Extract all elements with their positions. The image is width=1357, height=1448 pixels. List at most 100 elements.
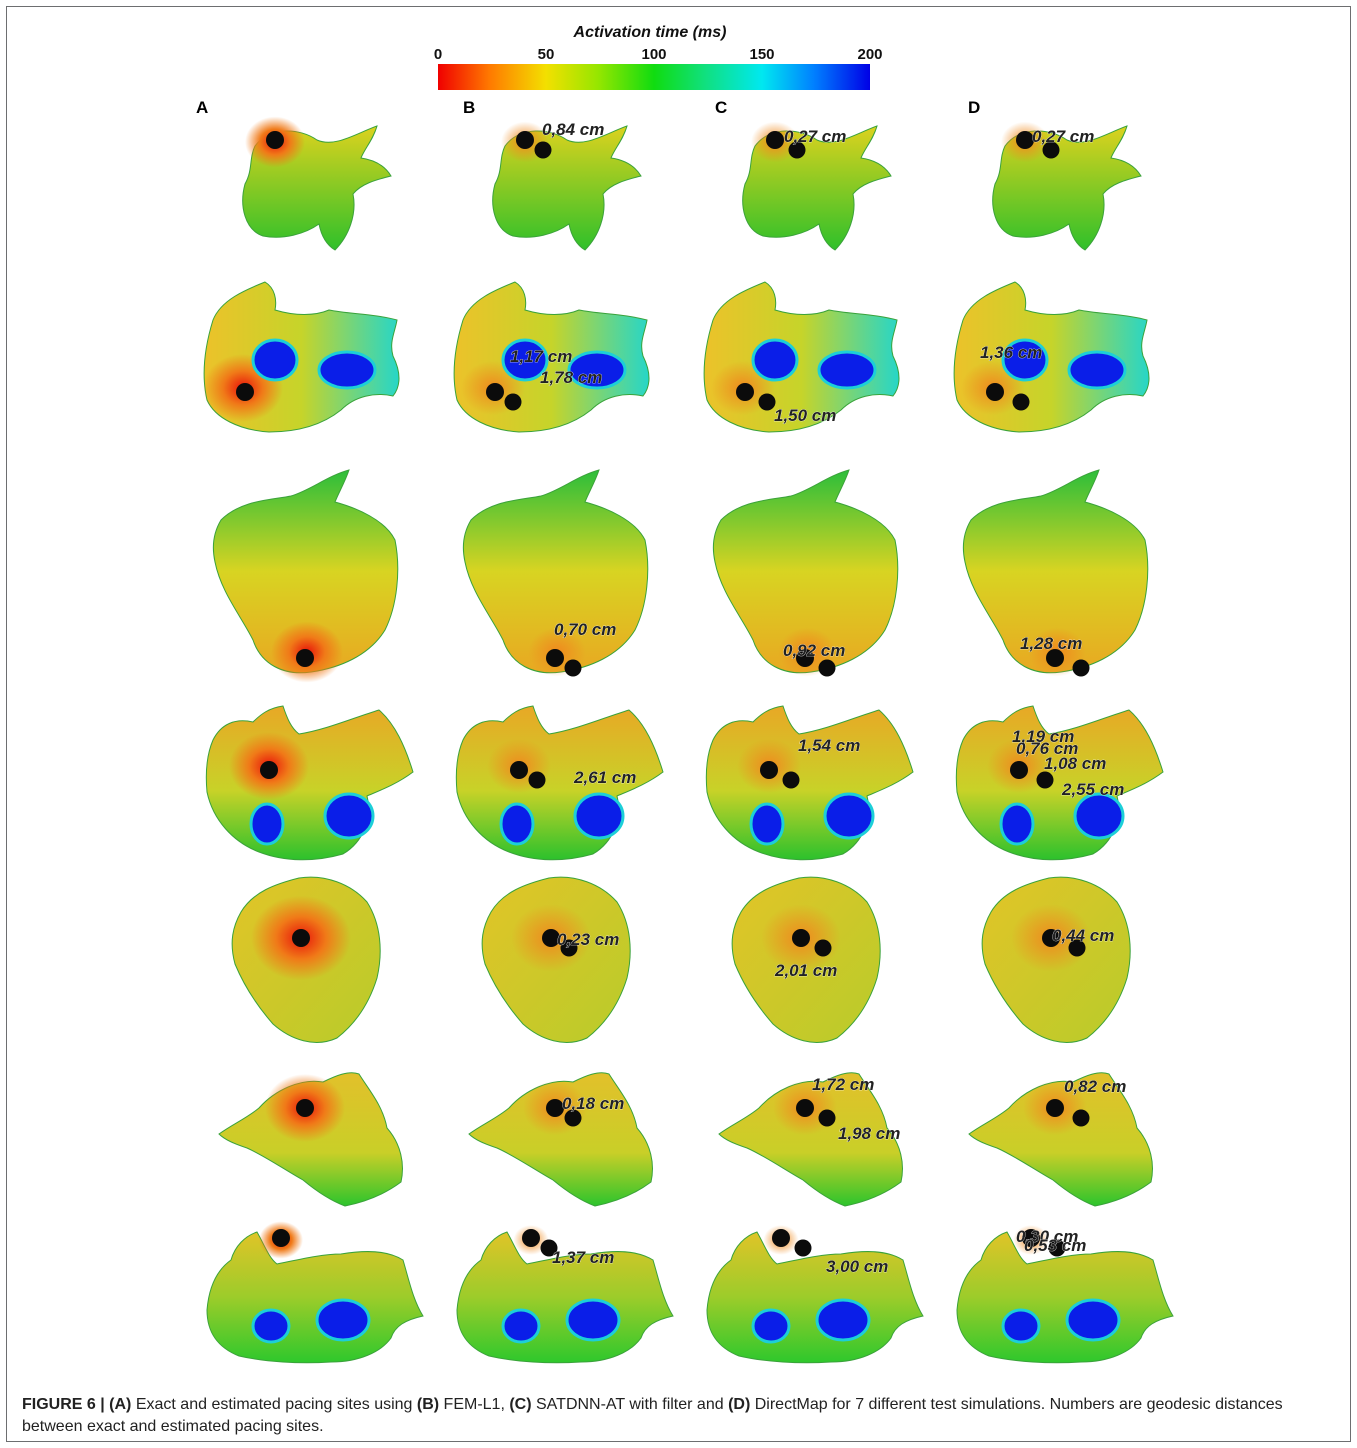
column-label-a: A — [196, 98, 209, 117]
colorbar-title: Activation time (ms) — [573, 24, 727, 41]
estimated-pacing-site-marker — [564, 659, 582, 677]
distance-label: 1,17 cm — [510, 347, 572, 366]
heart-map-row2-cola — [203, 281, 400, 433]
colorbar-tick: 150 — [749, 46, 775, 63]
exact-pacing-site-marker — [1010, 761, 1028, 779]
estimated-pacing-site-marker — [1068, 939, 1086, 957]
exact-pacing-site-marker — [296, 1099, 314, 1117]
colorbar: Activation time (ms) 0 50 100 150 200 — [410, 22, 890, 94]
distance-label: 1,37 cm — [552, 1248, 614, 1267]
late-activation-zone — [501, 1308, 541, 1344]
caption-panel-ref: (B) — [416, 1396, 440, 1413]
heart-map-row4-cold — [955, 705, 1164, 861]
distance-label: 1,72 cm — [812, 1075, 874, 1094]
heart-map-row4-colc — [705, 705, 914, 861]
late-activation-zone — [817, 350, 877, 390]
distance-label: 1,36 cm — [980, 343, 1042, 362]
exact-pacing-site-marker — [522, 1229, 540, 1247]
heart-map-row3-colc — [712, 469, 899, 677]
late-activation-zone — [1067, 350, 1127, 390]
distance-label: 2,61 cm — [573, 768, 636, 787]
heart-map-row1-colc — [742, 121, 892, 251]
exact-pacing-site-marker — [266, 131, 284, 149]
distance-label: 0,27 cm — [784, 127, 846, 146]
figure-caption: FIGURE 6 | (A) Exact and estimated pacin… — [22, 1394, 1322, 1438]
column-label-c: C — [715, 98, 728, 117]
estimated-pacing-site-marker — [1036, 771, 1054, 789]
exact-pacing-site-marker — [792, 929, 810, 947]
exact-pacing-site-marker — [760, 761, 778, 779]
estimated-pacing-site-marker — [814, 939, 832, 957]
heart-map-row6-cola — [218, 1072, 403, 1207]
late-activation-zone — [815, 1298, 871, 1342]
estimated-pacing-site-marker — [1072, 1109, 1090, 1127]
distance-label: 1,08 cm — [1044, 754, 1106, 773]
exact-pacing-site-marker — [542, 929, 560, 947]
colorbar-tick: 100 — [641, 46, 667, 63]
caption-panel-ref: (C) — [509, 1396, 532, 1413]
distance-label: 3,00 cm — [826, 1257, 888, 1276]
exact-pacing-site-marker — [796, 649, 814, 667]
estimated-pacing-site-marker — [1048, 1239, 1066, 1257]
late-activation-zone — [565, 1298, 621, 1342]
late-activation-zone — [315, 1298, 371, 1342]
estimated-pacing-site-marker — [1072, 659, 1090, 677]
late-activation-zone — [751, 1308, 791, 1344]
exact-pacing-site-marker — [1046, 649, 1064, 667]
caption-text: FEM-L1, — [439, 1396, 510, 1413]
exact-pacing-site-marker — [292, 929, 310, 947]
heart-map-row5-colc — [731, 876, 881, 1043]
distance-label: 1,54 cm — [798, 736, 860, 755]
heart-map-row6-colc — [718, 1072, 903, 1207]
distance-label: 0,53 cm — [1024, 1236, 1086, 1255]
late-activation-zone — [317, 350, 377, 390]
heart-map-row6-cold — [968, 1072, 1153, 1207]
exact-pacing-site-marker — [546, 649, 564, 667]
late-activation-zone — [573, 792, 625, 840]
heart-map-row7-colb — [456, 1225, 674, 1364]
distance-label: 2,55 cm — [1061, 780, 1124, 799]
estimated-pacing-site-marker — [534, 141, 552, 159]
estimated-pacing-site-marker — [782, 771, 800, 789]
column-label-b: B — [463, 98, 476, 117]
estimated-pacing-site-marker — [1012, 393, 1030, 411]
late-activation-zone — [999, 802, 1035, 846]
distance-label: 0,84 cm — [542, 120, 604, 139]
distance-label: 0,70 cm — [554, 620, 616, 639]
exact-pacing-site-marker — [796, 1099, 814, 1117]
caption-panel-ref: (A) — [109, 1396, 132, 1413]
colorbar-tick: 50 — [537, 46, 555, 63]
distance-label: 1,19 cm — [1012, 727, 1074, 746]
exact-pacing-site-marker — [516, 131, 534, 149]
colorbar-tick: 0 — [433, 46, 443, 63]
distance-labels: 0,84 cm 0,27 cm 0,27 cm 1,17 cm 1,78 cm … — [510, 120, 1127, 1277]
distance-label: 0,23 cm — [557, 930, 619, 949]
heart-map-row2-colb — [453, 281, 650, 433]
exact-pacing-site-marker — [260, 761, 278, 779]
exact-pacing-site-marker — [1046, 1099, 1064, 1117]
heart-map-row2-colc — [703, 281, 900, 433]
exact-pacing-site-marker — [272, 1229, 290, 1247]
exact-pacing-site-marker — [1016, 131, 1034, 149]
late-activation-zone — [251, 338, 299, 382]
exact-pacing-site-marker — [1022, 1229, 1040, 1247]
colorbar-gradient — [438, 64, 870, 90]
estimated-pacing-site-marker — [794, 1239, 812, 1257]
estimated-pacing-site-marker — [818, 659, 836, 677]
late-activation-zone — [251, 1308, 291, 1344]
heart-map-row7-cola — [206, 1221, 424, 1364]
heart-map-row6-colb — [468, 1072, 653, 1207]
distance-label: 1,98 cm — [838, 1124, 900, 1143]
late-activation-zone — [1073, 792, 1125, 840]
exact-pacing-site-marker — [736, 383, 754, 401]
heart-map-row5-cold — [981, 876, 1131, 1043]
heart-map-row3-cola — [212, 469, 399, 683]
late-activation-zone — [1001, 1308, 1041, 1344]
caption-label: FIGURE 6 | — [22, 1396, 105, 1413]
distance-label: 0,18 cm — [562, 1094, 624, 1113]
heart-map-row4-colb — [455, 705, 664, 861]
exact-pacing-site-marker — [236, 383, 254, 401]
caption-text: DirectMap for 7 different test simulatio… — [22, 1396, 1283, 1435]
exact-pacing-site-marker — [510, 761, 528, 779]
heart-maps-grid: 0,84 cm 0,27 cm 0,27 cm 1,17 cm 1,78 cm … — [203, 116, 1174, 1364]
